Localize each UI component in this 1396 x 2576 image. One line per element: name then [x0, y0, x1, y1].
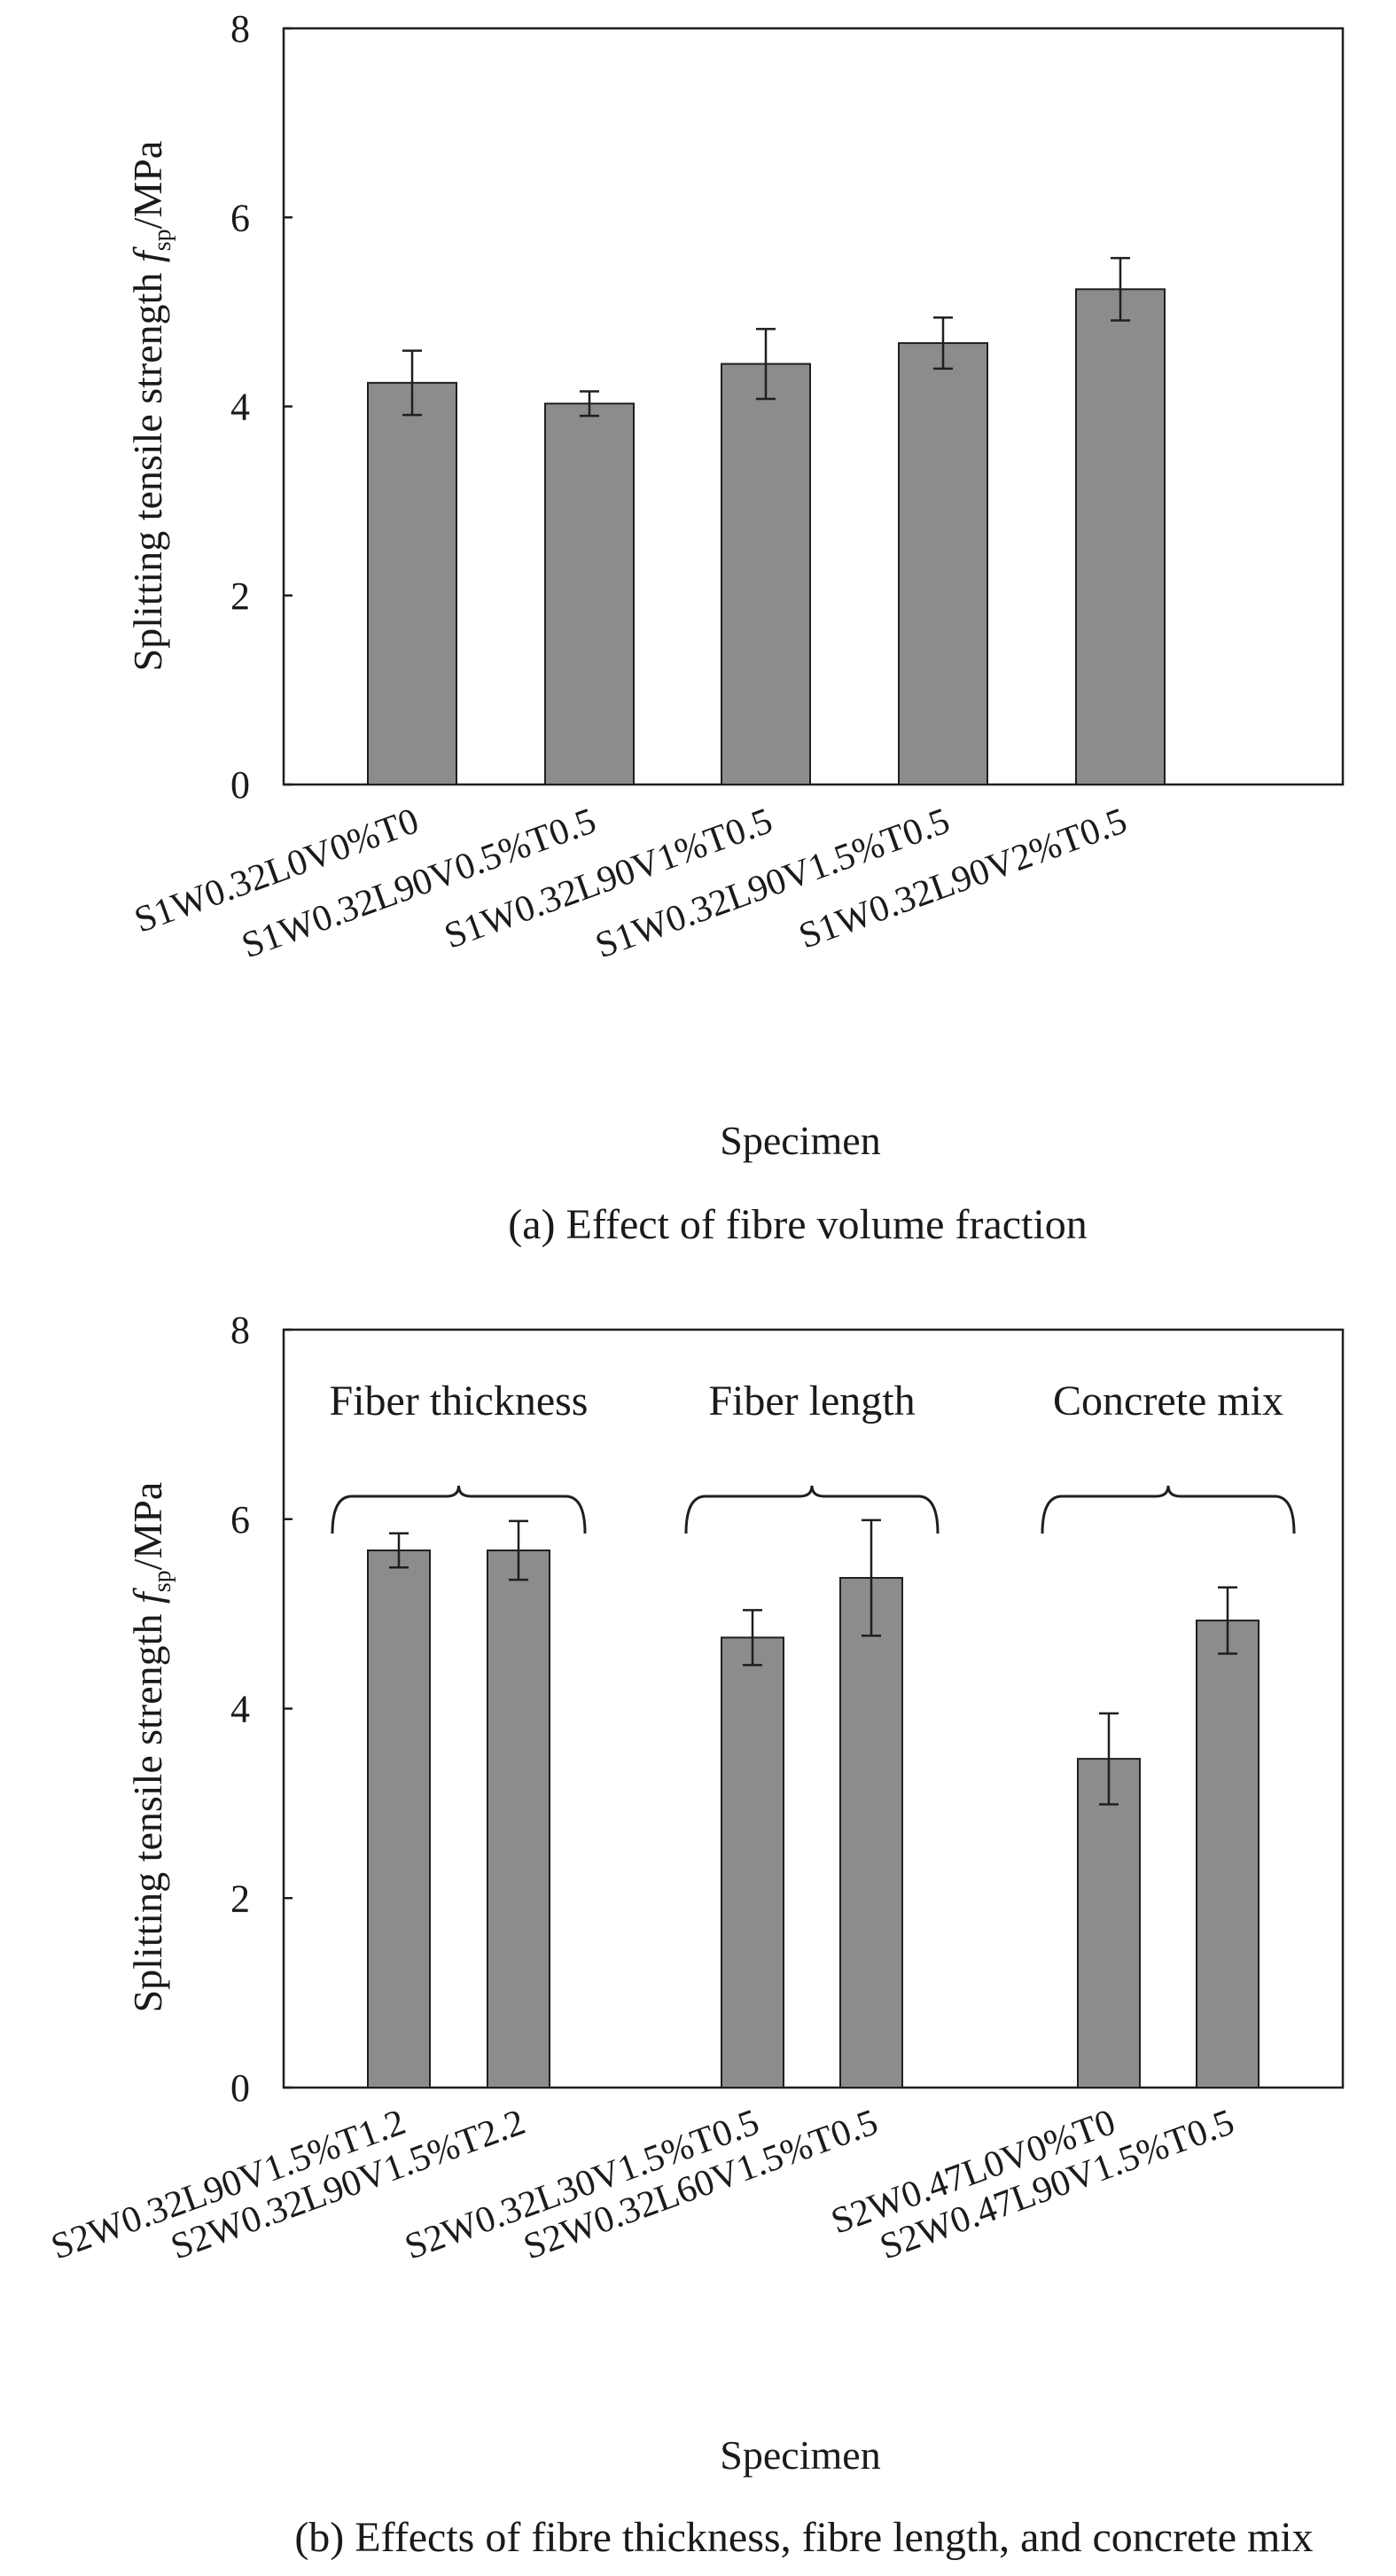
chart1-y-tick-label: 0 — [230, 2066, 250, 2110]
chart0-bar — [1075, 288, 1166, 786]
chart0-bar — [721, 363, 811, 785]
chart1-bar — [1077, 1758, 1141, 2089]
caption-b: (b) Effects of fibre thickness, fibre le… — [294, 2514, 1313, 2561]
chart1-group-label: Concrete mix — [1053, 1378, 1283, 1425]
x-axis-title-a: Specimen — [720, 1118, 880, 1163]
chart1-bar — [367, 1550, 431, 2089]
chart1-y-tick-label: 8 — [230, 1308, 250, 1352]
chart0-bar — [544, 402, 635, 785]
chart0-y-tick-label: 4 — [230, 386, 250, 429]
chart1-y-tick-label: 4 — [230, 1688, 250, 1731]
chart1-bar — [721, 1636, 784, 2088]
chart0-y-tick-label: 0 — [230, 763, 250, 807]
chart0-bar — [367, 381, 457, 785]
chart1-plot-frame — [282, 1328, 1345, 2089]
chart1-bar — [839, 1577, 903, 2088]
chart1-group-brace — [684, 1485, 940, 1534]
chart0-y-tick-label: 2 — [230, 574, 250, 618]
chart1-group-brace — [1041, 1485, 1296, 1534]
caption-a: (a) Effect of fibre volume fraction — [508, 1201, 1087, 1248]
chart1-group-label: Fiber thickness — [330, 1378, 589, 1425]
chart1-bar — [1196, 1620, 1260, 2088]
chart1-bar — [487, 1550, 550, 2089]
panel-b-chart: Splitting tensile strength fsp/MPa Speci… — [46, 1308, 1345, 2561]
chart0-y-tick-label: 6 — [230, 196, 250, 239]
x-axis-title-b: Specimen — [720, 2432, 880, 2478]
chart1-group-label: Fiber length — [708, 1378, 915, 1425]
chart0-y-tick-label: 8 — [230, 7, 250, 51]
chart1-group-brace — [331, 1485, 587, 1534]
y-axis-title-b: Splitting tensile strength fsp/MPa — [125, 1482, 176, 2013]
y-axis-title-a: Splitting tensile strength fsp/MPa — [125, 141, 176, 672]
panel-a-chart: Splitting tensile strength fsp/MPa Speci… — [125, 7, 1345, 1248]
chart0-bar — [898, 342, 988, 785]
chart1-y-tick-label: 6 — [230, 1498, 250, 1542]
chart1-y-tick-label: 2 — [230, 1877, 250, 1920]
